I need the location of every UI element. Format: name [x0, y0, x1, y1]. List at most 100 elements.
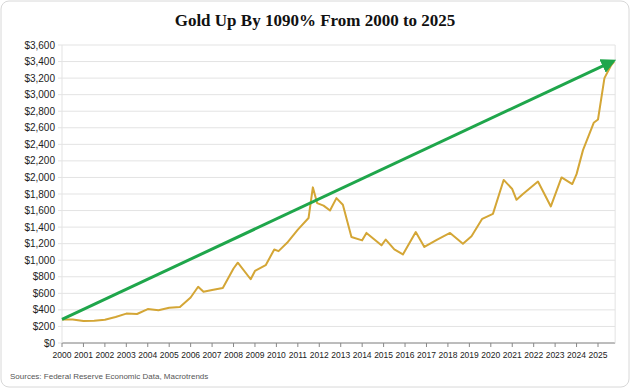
- x-tick-label: 2025: [589, 350, 608, 360]
- grid-line: [58, 111, 615, 112]
- x-tick-label: 2024: [567, 350, 586, 360]
- x-tick-label: 2002: [95, 350, 114, 360]
- x-axis: [62, 343, 615, 344]
- x-tick: [319, 343, 320, 347]
- grid-line: [58, 61, 615, 62]
- source: Sources: Federal Reserve Economic Data, …: [10, 372, 208, 381]
- grid-line: [58, 293, 615, 294]
- plot-edge: [615, 45, 616, 343]
- y-tick-label: $800: [33, 271, 56, 282]
- grid-line: [58, 276, 615, 277]
- x-tick: [405, 343, 406, 347]
- trend-arrow: [62, 62, 612, 320]
- y-tick-label: $200: [33, 321, 56, 332]
- x-tick-label: 2013: [331, 350, 350, 360]
- y-tick-label: $1,400: [24, 222, 55, 233]
- y-tick-label: $0: [44, 338, 56, 349]
- x-tick-label: 2008: [224, 350, 243, 360]
- x-tick-label: 2020: [481, 350, 500, 360]
- x-tick-label: 2012: [310, 350, 329, 360]
- y-tick-label: $3,400: [24, 56, 55, 67]
- plot-area: [62, 62, 614, 322]
- x-tick-label: 2006: [181, 350, 200, 360]
- grid-line: [58, 45, 615, 46]
- chart: Gold Up By 1090% From 2000 to 2025 $0 $200…: [0, 0, 630, 388]
- grid-line: [58, 243, 615, 244]
- x-tick-label: 2016: [396, 350, 415, 360]
- x-tick: [576, 343, 577, 347]
- grid-line: [58, 309, 615, 310]
- x-tick: [340, 343, 341, 347]
- x-tick-label: 2011: [289, 350, 308, 360]
- x-tick: [512, 343, 513, 347]
- y-tick-label: $600: [33, 288, 56, 299]
- grid-line: [58, 127, 615, 128]
- grid-line: [58, 326, 615, 327]
- x-tick-label: 2014: [353, 350, 372, 360]
- x-tick-label: 2022: [524, 350, 543, 360]
- x-tick: [147, 343, 148, 347]
- y-tick-label: $400: [33, 304, 56, 315]
- x-tick-label: 2005: [160, 350, 179, 360]
- x-tick-label: 2021: [503, 350, 522, 360]
- x-tick: [362, 343, 363, 347]
- x-tick: [254, 343, 255, 347]
- x-tick-label: 2001: [74, 350, 93, 360]
- x-tick: [169, 343, 170, 347]
- x-tick-label: 2003: [117, 350, 136, 360]
- x-tick: [383, 343, 384, 347]
- x-tick: [190, 343, 191, 347]
- grid-line: [58, 343, 615, 344]
- x-tick-label: 2019: [460, 350, 479, 360]
- y-tick-label: $1,600: [24, 205, 55, 216]
- x-tick: [276, 343, 277, 347]
- grid-line: [58, 160, 615, 161]
- x-tick: [83, 343, 84, 347]
- grid-line: [58, 194, 615, 195]
- y-tick-label: $1,800: [24, 189, 55, 200]
- x-tick: [62, 343, 63, 347]
- y-tick-label: $1,000: [24, 255, 55, 266]
- x-tick-label: 2015: [374, 350, 393, 360]
- x-tick-label: 2004: [138, 350, 157, 360]
- title: Gold Up By 1090% From 2000 to 2025: [175, 11, 456, 30]
- y-tick-label: $2,000: [24, 172, 55, 183]
- y-tick-label: $3,200: [24, 73, 55, 84]
- x-tick: [490, 343, 491, 347]
- y-tick-label: $1,200: [24, 238, 55, 249]
- x-tick: [126, 343, 127, 347]
- grid-line: [58, 78, 615, 79]
- x-tick: [447, 343, 448, 347]
- x-tick-label: 2007: [203, 350, 222, 360]
- gold-price-line: [62, 62, 614, 322]
- x-tick: [297, 343, 298, 347]
- x-tick: [598, 343, 599, 347]
- x-tick: [469, 343, 470, 347]
- y-tick-label: $2,400: [24, 139, 55, 150]
- y-tick-label: $3,000: [24, 89, 55, 100]
- grid-line: [58, 210, 615, 211]
- x-tick: [426, 343, 427, 347]
- x-tick-label: 2009: [245, 350, 264, 360]
- y-tick-label: $2,200: [24, 155, 55, 166]
- y-tick-label: $3,600: [24, 40, 55, 51]
- chart-root: Gold Up By 1090% From 2000 to 2025 $0 $200…: [0, 0, 630, 388]
- x-tick-label: 2010: [267, 350, 286, 360]
- x-tick: [212, 343, 213, 347]
- grid-line: [58, 144, 615, 145]
- x-tick-label: 2023: [546, 350, 565, 360]
- y-tick-label: $2,600: [24, 122, 55, 133]
- y-axis: [62, 45, 63, 343]
- grid-line: [58, 94, 615, 95]
- grid-line: [58, 227, 615, 228]
- y-tick-label: $2,800: [24, 106, 55, 117]
- x-tick-label: 2000: [53, 350, 72, 360]
- grid-line: [58, 177, 615, 178]
- grid-line: [58, 260, 615, 261]
- x-tick: [555, 343, 556, 347]
- x-tick-label: 2017: [417, 350, 436, 360]
- x-tick: [104, 343, 105, 347]
- x-tick: [533, 343, 534, 347]
- frame: [1, 1, 629, 387]
- x-tick: [233, 343, 234, 347]
